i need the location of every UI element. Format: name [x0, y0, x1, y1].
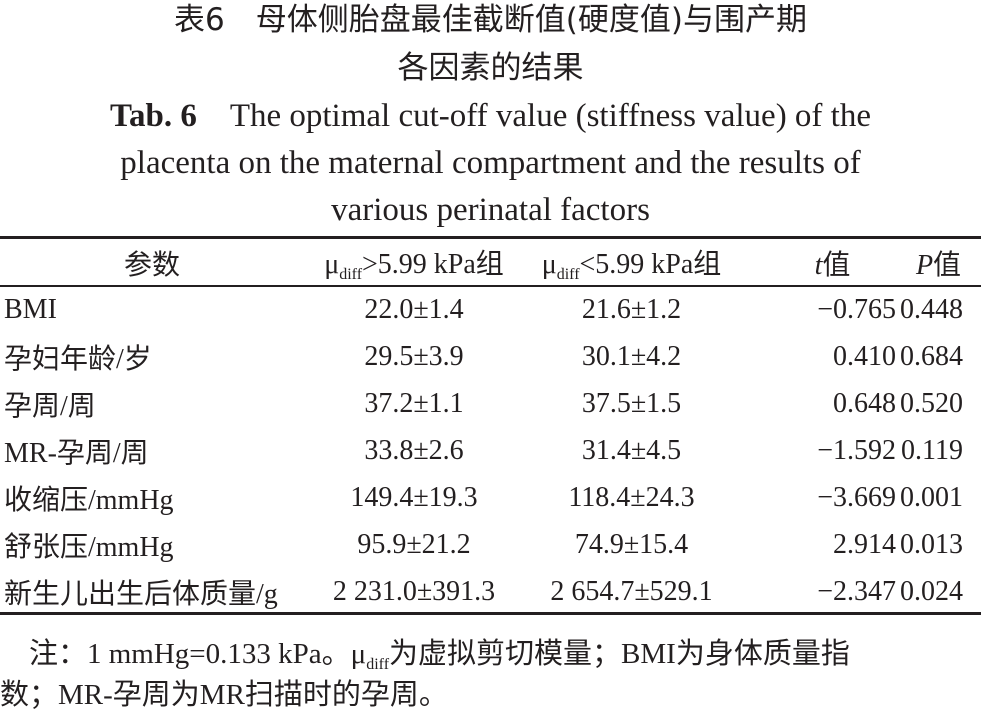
row-group-low: 21.6±1.2	[581, 293, 682, 325]
footnote-line-1: 注：1 mmHg=0.133 kPa。μdiff为虚拟剪切模量；BMI为身体质量…	[0, 634, 981, 685]
title-en-line-3: various perinatal factors	[331, 192, 650, 228]
row-t-value: −3.669	[817, 481, 896, 513]
row-p-value: 0.119	[901, 434, 963, 466]
row-p-value: 0.013	[900, 528, 963, 560]
table-label: Tab. 6	[109, 98, 197, 134]
table-row: 收缩压/mmHg 149.4±19.3 118.4±24.3 −3.669 0.001	[0, 474, 981, 521]
bottom-rule	[0, 612, 981, 615]
row-t-value: 2.914	[833, 528, 896, 560]
top-rule	[0, 236, 981, 239]
row-p-value: 0.024	[900, 575, 963, 607]
row-p-value: 0.520	[900, 387, 963, 419]
title-en-line-1: Tab. 6 The optimal cut-off value (stiffn…	[0, 96, 981, 136]
results-table: 参数 μdiff>5.99 kPa组 μdiff<5.99 kPa组 t值 P值…	[0, 240, 981, 615]
header-row: 参数 μdiff>5.99 kPa组 μdiff<5.99 kPa组 t值 P值	[0, 240, 981, 286]
row-group-high: 95.9±21.2	[357, 528, 471, 560]
row-t-value: −1.592	[817, 434, 896, 466]
mu-subscript: diff	[556, 266, 580, 283]
title-en-line-2: placenta on the maternal compartment and…	[120, 145, 861, 181]
row-group-low: 74.9±15.4	[574, 528, 689, 560]
note-rest: 为虚拟剪切模量；BMI为身体质量指	[389, 638, 850, 670]
group-high-label: >5.99 kPa组	[362, 249, 504, 280]
p-label: 值	[933, 250, 962, 281]
row-p-value: 0.684	[900, 340, 963, 372]
row-group-high: 33.8±2.6	[364, 434, 464, 466]
mu-subscript: diff	[339, 266, 363, 283]
table-row: MR-孕周/周 33.8±2.6 31.4±4.5 −1.592 0.119	[0, 427, 981, 474]
row-group-high: 29.5±3.9	[364, 340, 464, 372]
table-row: BMI 22.0±1.4 21.6±1.2 −0.765 0.448	[0, 286, 981, 333]
row-t-value: 0.410	[833, 340, 896, 372]
t-symbol: t	[814, 250, 823, 281]
title-cn-line-1: 表6 母体侧胎盘最佳截断值(硬度值)与围产期	[174, 2, 807, 38]
row-group-high: 149.4±19.3	[350, 481, 478, 513]
note-prefix: 注：1 mmHg=0.133 kPa。	[29, 638, 351, 670]
row-group-low: 31.4±4.5	[581, 434, 682, 466]
row-param: 孕周/周	[4, 390, 96, 422]
row-group-low: 118.4±24.3	[568, 481, 695, 513]
row-p-value: 0.448	[900, 293, 963, 325]
row-group-low: 2 654.7±529.1	[550, 575, 713, 607]
mu-symbol: μ	[350, 638, 367, 670]
p-symbol: P	[915, 250, 934, 281]
table-row: 新生儿出生后体质量/g 2 231.0±391.3 2 654.7±529.1 −2.…	[0, 568, 981, 615]
title-cn-line-2: 各因素的结果	[397, 50, 584, 86]
mu-symbol: μ	[541, 249, 557, 280]
header-group-high: μdiff>5.99 kPa组	[304, 240, 524, 286]
header-p: P值	[896, 240, 981, 286]
table-row: 孕周/周 37.2±1.1 37.5±1.5 0.648 0.520	[0, 380, 981, 427]
mu-subscript: diff	[366, 656, 390, 673]
row-group-high: 37.2±1.1	[364, 387, 464, 419]
row-param: 孕妇年龄/岁	[4, 343, 152, 375]
row-t-value: 0.648	[833, 387, 896, 419]
footnote-line-2: 数；MR-孕周为MR扫描时的孕周。	[0, 679, 448, 711]
row-group-high: 22.0±1.4	[364, 293, 464, 325]
row-group-low: 37.5±1.5	[581, 387, 682, 419]
row-param: 新生儿出生后体质量/g	[4, 578, 278, 610]
group-low-label: <5.99 kPa组	[579, 249, 722, 280]
table-row: 舒张压/mmHg 95.9±21.2 74.9±15.4 2.914 0.013	[0, 521, 981, 568]
t-label: 值	[822, 250, 851, 281]
row-p-value: 0.001	[900, 481, 963, 513]
header-group-low: μdiff<5.99 kPa组	[524, 240, 739, 286]
row-param: MR-孕周/周	[4, 437, 149, 469]
row-group-high: 2 231.0±391.3	[332, 575, 496, 607]
row-t-value: −2.347	[817, 575, 896, 607]
header-rule	[0, 285, 981, 287]
header-t: t值	[739, 240, 896, 286]
row-param: 收缩压/mmHg	[4, 484, 174, 516]
header-param: 参数	[123, 250, 180, 281]
title-en-text: The optimal cut-off value (stiffness val…	[229, 98, 871, 134]
row-param: BMI	[4, 293, 57, 325]
row-group-low: 30.1±4.2	[581, 340, 682, 372]
table-row: 孕妇年龄/岁 29.5±3.9 30.1±4.2 0.410 0.684	[0, 333, 981, 380]
mu-symbol: μ	[324, 249, 340, 280]
row-param: 舒张压/mmHg	[4, 531, 174, 563]
row-t-value: −0.765	[817, 293, 896, 325]
